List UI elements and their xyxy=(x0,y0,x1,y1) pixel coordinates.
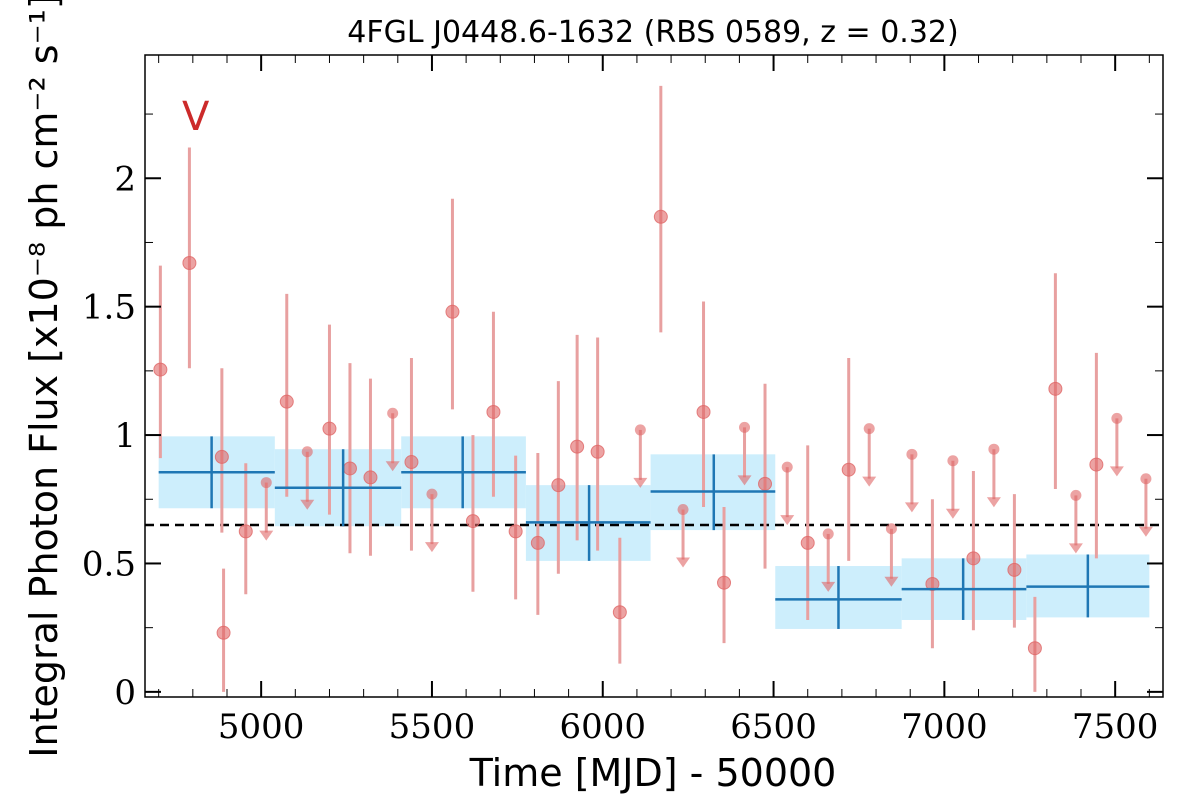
upper-limit-marker xyxy=(260,477,272,489)
detection-point xyxy=(279,394,294,409)
detection-point xyxy=(1027,641,1042,656)
upper-limit-marker xyxy=(677,504,689,516)
upper-limit-arrow xyxy=(385,461,400,472)
upper-limit-arrow xyxy=(821,581,836,592)
upper-limit-marker xyxy=(885,523,897,535)
upper-limit-arrow xyxy=(424,542,439,553)
upper-limit-marker xyxy=(739,421,751,433)
detection-point xyxy=(182,256,197,271)
detection-point xyxy=(486,404,501,419)
chart-title: 4FGL J0448.6-1632 (RBS 0589, z = 0.32) xyxy=(347,15,958,50)
upper-limit-arrow xyxy=(1138,526,1153,537)
upper-limit-marker xyxy=(301,446,313,458)
x-tick-label: 5500 xyxy=(389,707,476,747)
upper-limit-arrow xyxy=(884,576,899,587)
upper-limit-marker xyxy=(988,443,1000,455)
upper-limit-marker xyxy=(426,488,438,500)
upper-limit-marker xyxy=(906,448,918,460)
detection-point xyxy=(800,535,815,550)
upper-limit-arrow xyxy=(986,497,1001,508)
x-tick-label: 5000 xyxy=(218,707,305,747)
x-tick-label: 7000 xyxy=(901,707,988,747)
detection-point xyxy=(653,209,668,224)
detection-point xyxy=(551,478,566,493)
y-tick-label: 0.5 xyxy=(82,544,136,584)
detection-point xyxy=(841,462,856,477)
detection-point xyxy=(342,461,357,476)
upper-limit-marker xyxy=(634,424,646,436)
detection-point xyxy=(363,470,378,485)
y-tick-label: 2 xyxy=(114,159,136,199)
band-label: V xyxy=(182,94,210,140)
detection-point xyxy=(925,577,940,592)
detection-point xyxy=(590,444,605,459)
plot-area xyxy=(145,85,1163,692)
upper-limit-marker xyxy=(822,528,834,540)
y-tick-label: 1.5 xyxy=(82,288,136,328)
detection-point xyxy=(508,524,523,539)
detection-point xyxy=(1007,562,1022,577)
upper-limit-arrow xyxy=(945,508,960,519)
x-tick-label: 6000 xyxy=(559,707,646,747)
detection-point xyxy=(612,605,627,620)
detection-point xyxy=(717,575,732,590)
upper-limit-arrow xyxy=(1068,543,1083,554)
upper-limit-marker xyxy=(863,423,875,435)
axes: 5000 5500 6000 6500 7000 7500 0 0.5 1 1.5 2 xyxy=(82,55,1163,747)
y-axis-title: Integral Photon Flux [x10⁻⁸ ph cm⁻² s⁻¹] xyxy=(22,0,66,758)
upper-limit-marker xyxy=(387,407,399,419)
detection-point xyxy=(465,514,480,529)
detection-point xyxy=(1048,381,1063,396)
x-tick-label: 6500 xyxy=(730,707,817,747)
detection-point xyxy=(1089,457,1104,472)
upper-limit-arrow xyxy=(780,515,795,526)
upper-limit-marker xyxy=(1070,489,1082,501)
detection-point xyxy=(404,455,419,470)
detection-point xyxy=(758,476,773,491)
detection-point xyxy=(238,524,253,539)
detection-point xyxy=(153,362,168,377)
upper-limit-marker xyxy=(1111,412,1123,424)
upper-limit-arrow xyxy=(1109,466,1124,477)
detection-point xyxy=(696,404,711,419)
upper-limit-arrow xyxy=(300,499,315,510)
detection-point xyxy=(966,551,981,566)
plot-frame xyxy=(144,54,1164,698)
detection-point xyxy=(214,449,229,464)
upper-limit-marker xyxy=(1140,473,1152,485)
upper-limit-marker xyxy=(781,461,793,473)
detection-point xyxy=(570,439,585,454)
upper-limit-marker xyxy=(947,455,959,467)
upper-limit-arrow xyxy=(259,530,274,541)
upper-limit-arrow xyxy=(633,477,648,488)
y-tick-label: 1 xyxy=(114,416,136,456)
upper-limit-arrow xyxy=(676,557,691,568)
upper-limit-arrow xyxy=(904,502,919,513)
detection-point xyxy=(322,421,337,436)
detection-point xyxy=(216,625,231,640)
upper-limit-arrow xyxy=(862,476,877,487)
x-tick-label: 7500 xyxy=(1072,707,1159,747)
x-axis-title: Time [MJD] - 50000 xyxy=(469,751,837,795)
y-tick-label: 0 xyxy=(114,673,136,713)
detection-point xyxy=(445,304,460,319)
upper-limit-arrow xyxy=(737,475,752,486)
detection-point xyxy=(530,535,545,550)
